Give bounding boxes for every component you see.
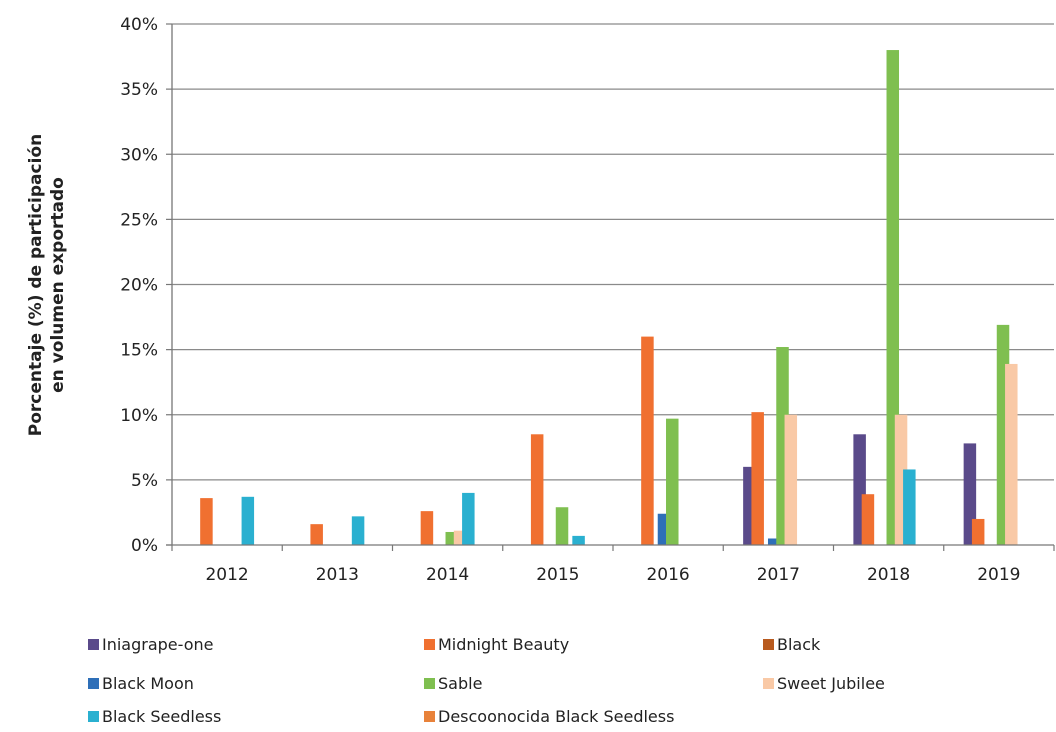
y-tick-label: 10%: [120, 406, 158, 426]
legend-swatch: [424, 678, 435, 689]
legend-label: Black: [777, 635, 821, 654]
y-tick-label: 0%: [131, 536, 158, 556]
bar: [971, 518, 985, 545]
legend-label: Black Moon: [102, 674, 194, 693]
bar: [420, 511, 434, 545]
y-tick-label: 35%: [120, 80, 158, 100]
y-tick-label: 30%: [120, 145, 158, 165]
legend-swatch: [88, 678, 99, 689]
legend-swatch: [88, 639, 99, 650]
bar: [903, 469, 916, 545]
bar: [241, 496, 255, 545]
bar: [351, 516, 365, 545]
x-tick-label: 2019: [977, 565, 1020, 585]
y-tick-label: 20%: [120, 276, 158, 296]
legend-swatch: [424, 639, 435, 650]
y-tick-label: 40%: [120, 15, 158, 35]
legend-swatch: [763, 678, 774, 689]
x-tick-label: 2015: [536, 565, 579, 585]
x-tick-label: 2013: [316, 565, 359, 585]
y-axis-label-line-1: Porcentaje (%) de participación: [26, 134, 46, 436]
bars: [200, 50, 1018, 546]
x-tick-label: 2014: [426, 565, 469, 585]
x-tick-label: 2018: [867, 565, 910, 585]
legend-label: Sweet Jubilee: [777, 674, 885, 693]
x-tick-label: 2016: [646, 565, 689, 585]
legend-swatch: [88, 711, 99, 722]
x-axis-ticks: 2012 2013 2014 2015 2016 2017 2018 2019: [171, 545, 1055, 585]
bar: [555, 507, 569, 545]
bar: [641, 336, 654, 545]
legend: Iniagrape-one Midnight Beauty Black Black M…: [88, 635, 885, 726]
bar: [572, 535, 585, 545]
y-tick-label: 25%: [120, 210, 158, 230]
legend-label: Midnight Beauty: [438, 635, 569, 654]
y-axis-ticks: 0% 5% 10% 15% 20% 25% 30% 35% 40%: [120, 15, 172, 556]
legend-swatch: [424, 711, 435, 722]
y-tick-label: 5%: [131, 471, 158, 491]
y-tick-label: 15%: [120, 341, 158, 361]
y-axis-label-line-2: en volumen exportado: [48, 177, 68, 393]
bar: [767, 538, 781, 545]
bar: [530, 434, 544, 545]
legend-label: Black Seedless: [102, 707, 221, 726]
bar: [751, 412, 764, 545]
bar: [200, 498, 213, 545]
bar: [1005, 363, 1018, 545]
legend-label: Iniagrape-one: [102, 635, 214, 654]
x-tick-label: 2017: [757, 565, 800, 585]
bar: [861, 494, 875, 545]
x-tick-label: 2012: [205, 565, 248, 585]
bar: [462, 492, 475, 545]
legend-swatch: [763, 639, 774, 650]
legend-label: Descoonocida Black Seedless: [438, 707, 674, 726]
axes: [166, 24, 1054, 546]
bar: [784, 414, 798, 545]
legend-label: Sable: [438, 674, 482, 693]
bar: [310, 524, 323, 545]
bar: [666, 418, 679, 545]
gridlines: [172, 23, 1054, 481]
